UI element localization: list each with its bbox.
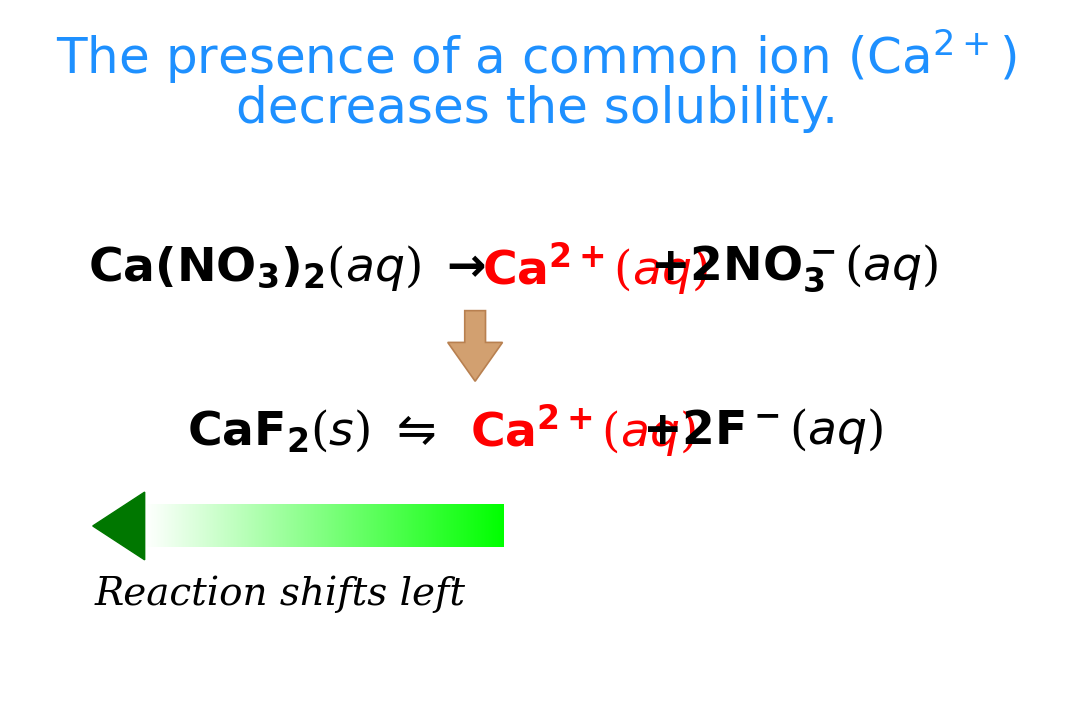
Polygon shape bbox=[92, 492, 145, 560]
Text: $\mathbf{+ 2F^-}$($\mathit{aq}$): $\mathbf{+ 2F^-}$($\mathit{aq}$) bbox=[643, 406, 883, 455]
Text: $\mathbf{Ca(NO_3)_2}$($\mathit{aq}$) $\mathbf{\rightarrow}$: $\mathbf{Ca(NO_3)_2}$($\mathit{aq}$) $\m… bbox=[88, 244, 486, 293]
Text: The presence of a common ion (Ca$^{2+}$): The presence of a common ion (Ca$^{2+}$) bbox=[56, 27, 1017, 86]
Text: $\mathbf{Ca^{2+}}$($\mathit{aq}$): $\mathbf{Ca^{2+}}$($\mathit{aq}$) bbox=[470, 402, 696, 459]
Text: Reaction shifts left: Reaction shifts left bbox=[94, 575, 466, 614]
Text: $\mathbf{+ 2NO_3^-}$($\mathit{aq}$): $\mathbf{+ 2NO_3^-}$($\mathit{aq}$) bbox=[650, 242, 938, 294]
Text: decreases the solubility.: decreases the solubility. bbox=[235, 85, 838, 133]
Polygon shape bbox=[447, 311, 502, 381]
Text: $\mathbf{Ca^{2+}}$($\mathit{aq}$): $\mathbf{Ca^{2+}}$($\mathit{aq}$) bbox=[482, 240, 707, 297]
Text: $\mathbf{CaF_2}$($\mathit{s}$) $\leftrightharpoons$: $\mathbf{CaF_2}$($\mathit{s}$) $\leftrig… bbox=[187, 407, 436, 454]
